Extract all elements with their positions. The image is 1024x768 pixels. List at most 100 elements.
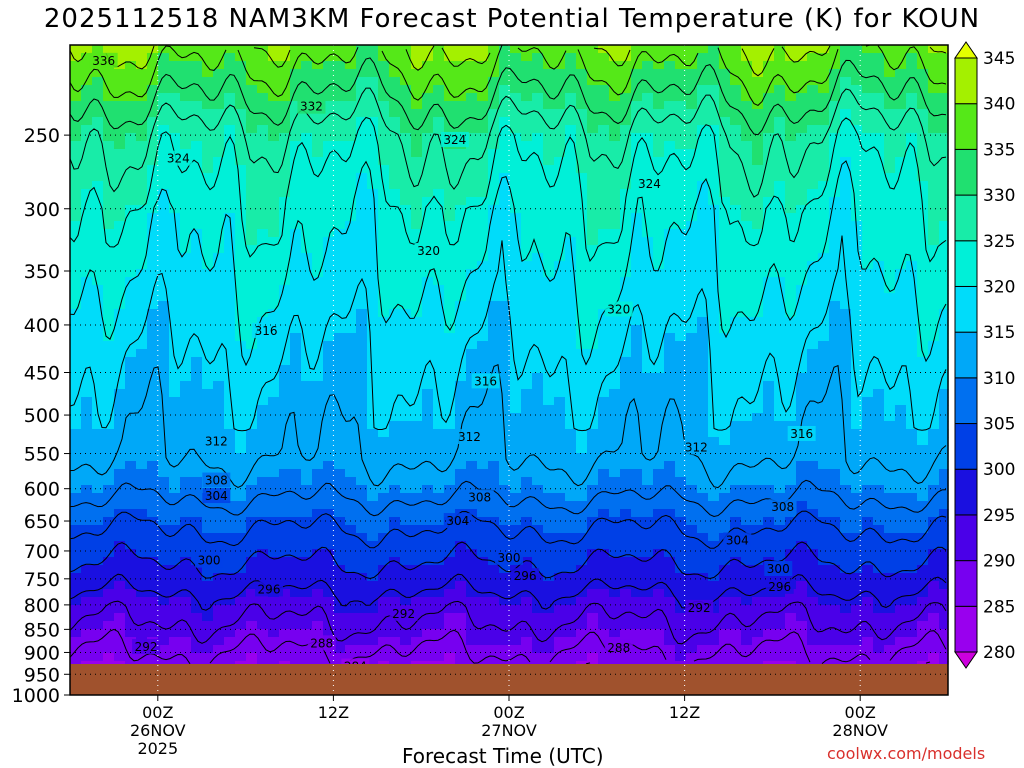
theta-cell — [312, 341, 324, 350]
theta-cell — [675, 349, 687, 358]
theta-cell — [92, 453, 104, 462]
theta-cell — [763, 573, 775, 582]
theta-cell — [598, 581, 610, 590]
theta-cell — [719, 53, 731, 62]
theta-cell — [488, 461, 500, 470]
theta-cell — [246, 413, 258, 422]
theta-cell — [70, 141, 82, 150]
theta-cell — [136, 85, 148, 94]
theta-cell — [257, 125, 269, 134]
theta-cell — [477, 165, 489, 174]
theta-cell — [642, 61, 654, 70]
theta-cell — [290, 621, 302, 630]
theta-cell — [543, 245, 555, 254]
theta-cell — [719, 325, 731, 334]
theta-cell — [433, 645, 445, 654]
theta-cell — [81, 445, 93, 454]
theta-cell — [510, 261, 522, 270]
theta-cell — [345, 181, 357, 190]
theta-cell — [125, 109, 137, 118]
theta-cell — [499, 645, 511, 654]
theta-cell — [488, 597, 500, 606]
theta-cell — [279, 365, 291, 374]
theta-cell — [532, 157, 544, 166]
theta-cell — [136, 501, 148, 510]
theta-cell — [202, 637, 214, 646]
theta-cell — [719, 125, 731, 134]
theta-cell — [334, 309, 346, 318]
theta-cell — [697, 253, 709, 262]
theta-cell — [741, 189, 753, 198]
theta-cell — [686, 365, 698, 374]
theta-cell — [257, 469, 269, 478]
theta-cell — [554, 285, 566, 294]
theta-cell — [565, 53, 577, 62]
theta-cell — [213, 317, 225, 326]
theta-cell — [147, 69, 159, 78]
theta-cell — [213, 301, 225, 310]
theta-cell — [576, 573, 588, 582]
theta-cell — [378, 141, 390, 150]
theta-cell — [312, 381, 324, 390]
theta-cell — [499, 309, 511, 318]
theta-cell — [664, 509, 676, 518]
theta-cell — [169, 437, 181, 446]
theta-cell — [301, 53, 313, 62]
theta-cell — [147, 341, 159, 350]
theta-cell — [466, 293, 478, 302]
theta-cell — [114, 317, 126, 326]
theta-cell — [708, 381, 720, 390]
theta-cell — [521, 533, 533, 542]
theta-cell — [389, 221, 401, 230]
theta-cell — [576, 125, 588, 134]
theta-cell — [367, 101, 379, 110]
theta-cell — [114, 45, 126, 54]
theta-cell — [433, 565, 445, 574]
theta-cell — [92, 85, 104, 94]
theta-cell — [510, 317, 522, 326]
theta-cell — [235, 501, 247, 510]
theta-cell — [543, 277, 555, 286]
theta-cell — [422, 373, 434, 382]
theta-cell — [477, 557, 489, 566]
theta-cell — [125, 597, 137, 606]
theta-cell — [334, 429, 346, 438]
theta-cell — [279, 373, 291, 382]
theta-cell — [631, 245, 643, 254]
chart-title: 2025112518 NAM3KM Forecast Potential Tem… — [43, 4, 981, 34]
theta-cell — [224, 157, 236, 166]
theta-cell — [609, 421, 621, 430]
theta-cell — [455, 389, 467, 398]
theta-cell — [114, 517, 126, 526]
theta-cell — [433, 229, 445, 238]
theta-cell — [169, 101, 181, 110]
theta-cell — [125, 397, 137, 406]
theta-cell — [180, 445, 192, 454]
theta-cell — [466, 205, 478, 214]
theta-cell — [389, 477, 401, 486]
theta-cell — [136, 461, 148, 470]
theta-cell — [180, 597, 192, 606]
theta-cell — [653, 333, 665, 342]
theta-cell — [466, 389, 478, 398]
theta-cell — [290, 653, 302, 662]
theta-cell — [565, 309, 577, 318]
theta-cell — [180, 365, 192, 374]
theta-cell — [301, 549, 313, 558]
theta-cell — [653, 389, 665, 398]
theta-cell — [763, 533, 775, 542]
theta-cell — [356, 229, 368, 238]
theta-cell — [444, 501, 456, 510]
theta-cell — [180, 317, 192, 326]
theta-cell — [686, 349, 698, 358]
theta-cell — [510, 109, 522, 118]
theta-cell — [708, 397, 720, 406]
theta-cell — [345, 493, 357, 502]
theta-cell — [499, 101, 511, 110]
theta-cell — [389, 61, 401, 70]
theta-cell — [257, 61, 269, 70]
theta-cell — [664, 397, 676, 406]
theta-cell — [543, 517, 555, 526]
theta-cell — [444, 101, 456, 110]
theta-cell — [169, 597, 181, 606]
